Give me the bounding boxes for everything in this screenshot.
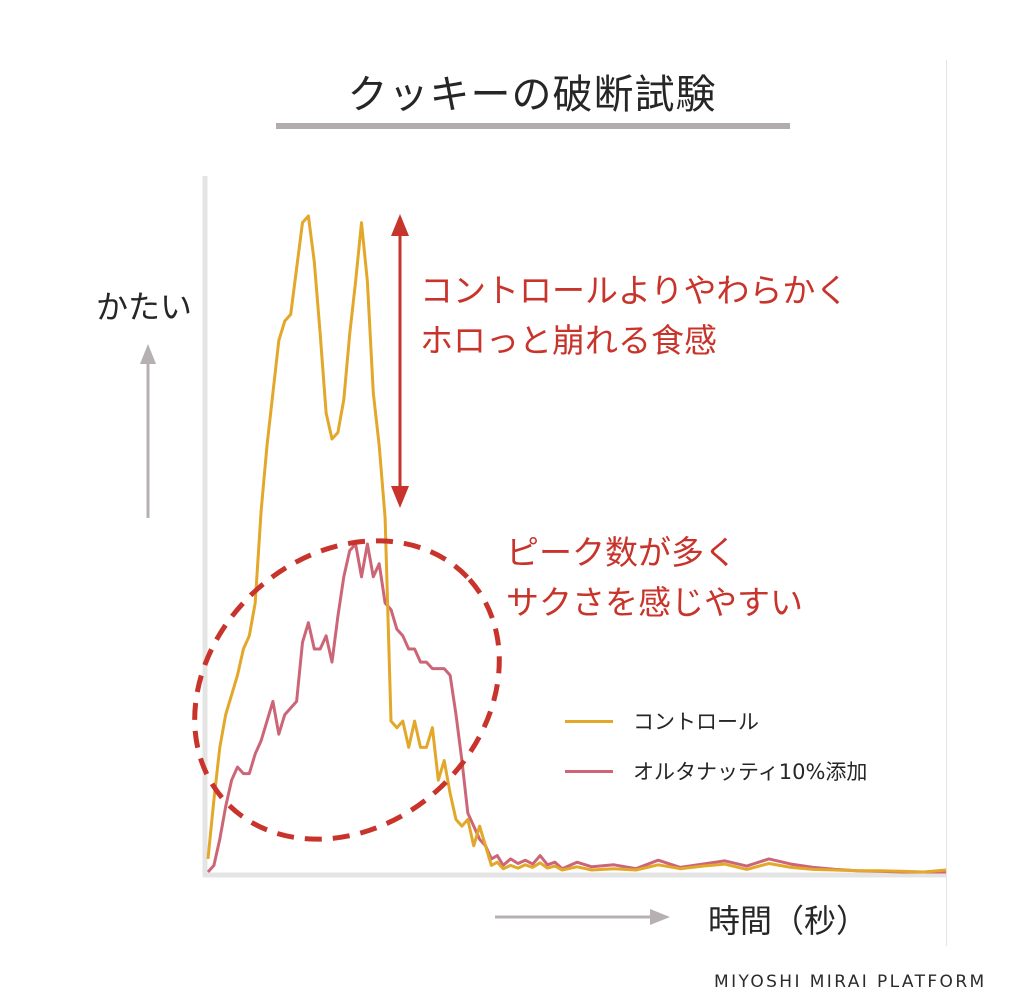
- legend-label-oat: オルタナッティ10%添加: [633, 760, 868, 784]
- legend-label-control: コントロール: [633, 710, 759, 734]
- legend-item-oat: オルタナッティ10%添加: [565, 756, 867, 786]
- annotation-softer: コントロールよりやわらかく ホロっと崩れる食感: [420, 266, 848, 366]
- title-underline: [276, 123, 790, 129]
- legend-swatch-oat: [565, 769, 613, 773]
- annotation-softer-line-1: コントロールよりやわらかく: [420, 271, 849, 310]
- y-axis-label: かたい: [96, 288, 193, 326]
- annotation-peaks-line-2: サクさを感じやすい: [506, 583, 803, 622]
- x-axis-label: 時間（秒）: [708, 902, 869, 940]
- annotation-peaks-line-1: ピーク数が多く: [506, 533, 737, 572]
- annotation-peaks: ピーク数が多く サクさを感じやすい: [506, 528, 803, 628]
- right-border: [946, 60, 947, 946]
- x-direction-arrow: [495, 909, 670, 925]
- chart-title: クッキーの破断試験: [347, 72, 717, 118]
- legend-swatch-control: [565, 719, 613, 723]
- footer-brand: MIYOSHI MIRAI PLATFORM: [714, 972, 987, 992]
- difference-arrow: [391, 214, 409, 508]
- series-line-control: [206, 214, 947, 874]
- annotation-softer-line-2: ホロっと崩れる食感: [420, 321, 717, 360]
- legend-item-control: コントロール: [565, 706, 759, 736]
- highlight-ellipse: [192, 538, 502, 842]
- series-lines: [206, 214, 947, 874]
- series-line-oat: [206, 542, 946, 874]
- y-direction-arrow: [140, 344, 156, 518]
